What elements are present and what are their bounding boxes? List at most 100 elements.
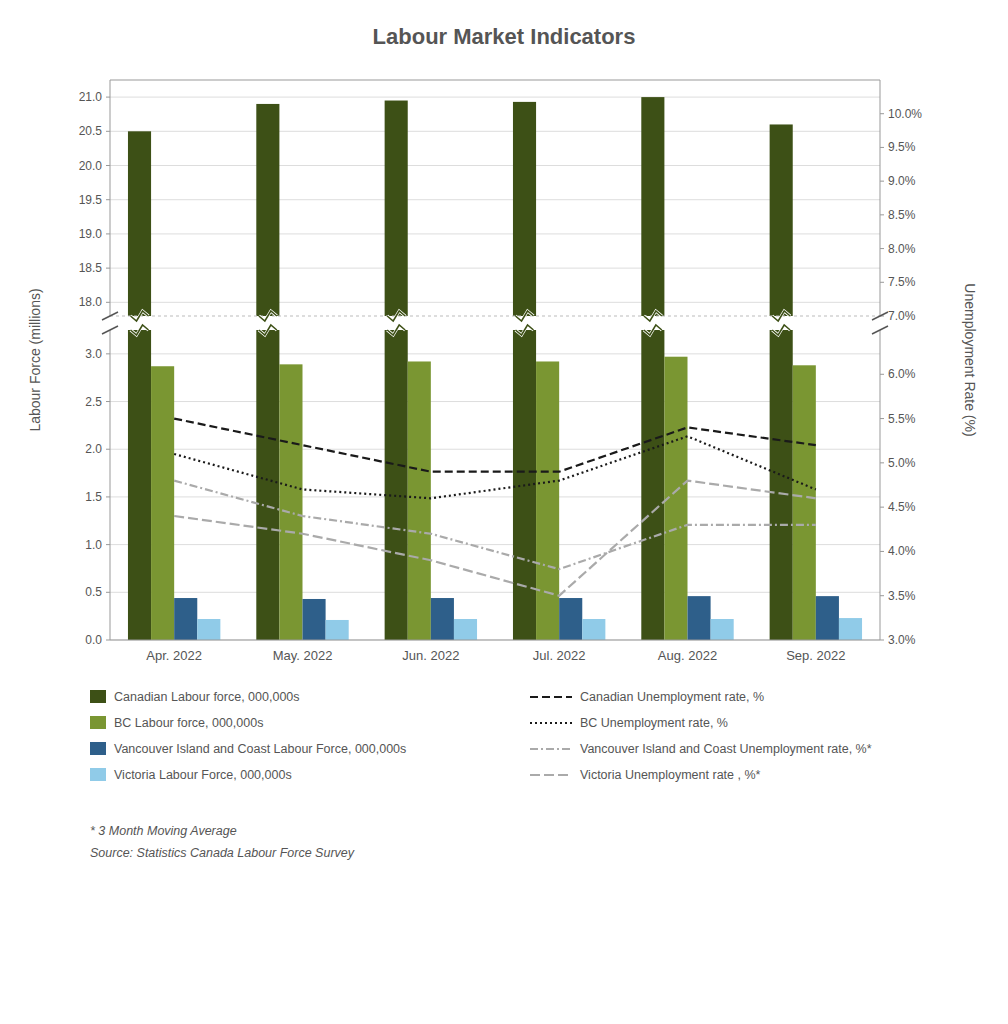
grid-line — [110, 165, 880, 166]
x-tick-label: Aug. 2022 — [658, 648, 717, 663]
footnote: Source: Statistics Canada Labour Force S… — [90, 846, 355, 860]
y2-tick-label: 5.0% — [888, 456, 916, 470]
break-zigzag-bg — [516, 311, 534, 321]
bar — [256, 330, 279, 640]
grid-line — [110, 592, 880, 593]
y-tick — [106, 199, 110, 200]
y2-tick-label: 5.5% — [888, 412, 916, 426]
x-tick-label: Jun. 2022 — [402, 648, 459, 663]
y2-tick — [880, 214, 884, 215]
break-zigzag-bg — [259, 311, 277, 321]
grid-line — [110, 131, 880, 132]
bar — [385, 330, 408, 640]
x-tick-label: Jul. 2022 — [533, 648, 586, 663]
y2-tick-label: 9.5% — [888, 140, 916, 154]
break-mark — [102, 326, 118, 334]
y-tick — [106, 302, 110, 303]
panel: 0.00.51.01.52.02.53.03.0%3.5%4.0%4.5%5.0… — [85, 0, 915, 663]
y-tick — [106, 233, 110, 234]
y2-axis-line — [880, 80, 881, 316]
y-tick-label: 20.0 — [79, 159, 103, 173]
y-axis-line — [110, 80, 111, 316]
y2-tick-label: 7.5% — [888, 275, 916, 289]
y2-tick-label: 9.0% — [888, 174, 916, 188]
plot-area — [128, 330, 862, 640]
axis-break — [102, 311, 888, 335]
bar — [431, 598, 454, 640]
grid-line — [110, 233, 880, 234]
y2-tick — [880, 462, 884, 463]
break-zigzag-bg — [772, 311, 790, 321]
y-tick-label: 19.0 — [79, 227, 103, 241]
bar — [816, 596, 839, 640]
y2-tick-label: 3.0% — [888, 633, 916, 647]
legend-swatch — [530, 722, 572, 724]
bar — [770, 330, 793, 640]
bar — [641, 330, 664, 640]
y2-tick — [880, 147, 884, 148]
y-tick — [106, 544, 110, 545]
grid-line — [110, 353, 880, 354]
y2-tick-label: 8.5% — [888, 208, 916, 222]
bar — [559, 598, 582, 640]
legend-label: Canadian Labour force, 000,000s — [114, 690, 300, 704]
y-tick — [106, 640, 110, 641]
bar — [839, 618, 862, 640]
y-tick — [106, 353, 110, 354]
legend-swatch — [530, 748, 572, 750]
bar — [770, 124, 793, 316]
bar — [454, 619, 477, 640]
y-tick-label: 19.5 — [79, 193, 103, 207]
background — [0, 0, 1008, 1024]
legend-label: Canadian Unemployment rate, % — [580, 690, 764, 704]
y2-axis-line — [880, 330, 881, 640]
legend-label: Victoria Unemployment rate , %* — [580, 768, 761, 782]
legend-swatch — [90, 716, 106, 729]
y-tick-label: 2.0 — [85, 442, 102, 456]
y-tick-label: 18.0 — [79, 295, 103, 309]
y2-tick — [880, 595, 884, 596]
top-edge — [110, 80, 880, 81]
y2-tick-label: 4.5% — [888, 500, 916, 514]
y-tick-label: 2.5 — [85, 395, 102, 409]
y-tick-label: 3.0 — [85, 347, 102, 361]
y2-tick — [880, 551, 884, 552]
bar — [513, 102, 536, 316]
legend-swatch — [530, 774, 572, 776]
chart-container: Labour Market Indicators18.018.519.019.5… — [0, 0, 1008, 1024]
grid-line — [110, 268, 880, 269]
y2-tick-label: 3.5% — [888, 589, 916, 603]
y-tick-label: 0.0 — [85, 633, 102, 647]
bar — [536, 361, 559, 640]
y2-tick — [880, 507, 884, 508]
x-axis-line — [110, 640, 880, 641]
legend-label: Vancouver Island and Coast Unemployment … — [580, 742, 872, 756]
bar — [279, 364, 302, 640]
bar — [128, 330, 151, 640]
y-tick — [106, 131, 110, 132]
bar — [408, 361, 431, 640]
bar — [151, 366, 174, 640]
bar — [793, 365, 816, 640]
bar — [303, 599, 326, 640]
break-zigzag — [516, 311, 534, 321]
y2-tick — [880, 113, 884, 114]
break-edge — [110, 316, 880, 317]
legend-swatch — [90, 742, 106, 755]
plot-area — [128, 97, 793, 316]
legend-swatch — [90, 690, 106, 703]
y2-tick-label: 10.0% — [888, 107, 922, 121]
grid-line — [110, 544, 880, 545]
legend-label: BC Unemployment rate, % — [580, 716, 728, 730]
panel: 18.018.519.019.520.020.521.07.0%7.5%8.0%… — [79, 80, 923, 1024]
y2-tick-label: 4.0% — [888, 544, 916, 558]
break-mark — [872, 312, 888, 320]
title: Labour Market Indicators — [373, 24, 636, 49]
break-mark — [102, 312, 118, 320]
bar — [128, 131, 151, 316]
grid-line — [110, 640, 880, 641]
grid-line — [110, 401, 880, 402]
y-tick — [106, 592, 110, 593]
y-tick-label: 0.5 — [85, 585, 102, 599]
y-tick-label: 20.5 — [79, 124, 103, 138]
